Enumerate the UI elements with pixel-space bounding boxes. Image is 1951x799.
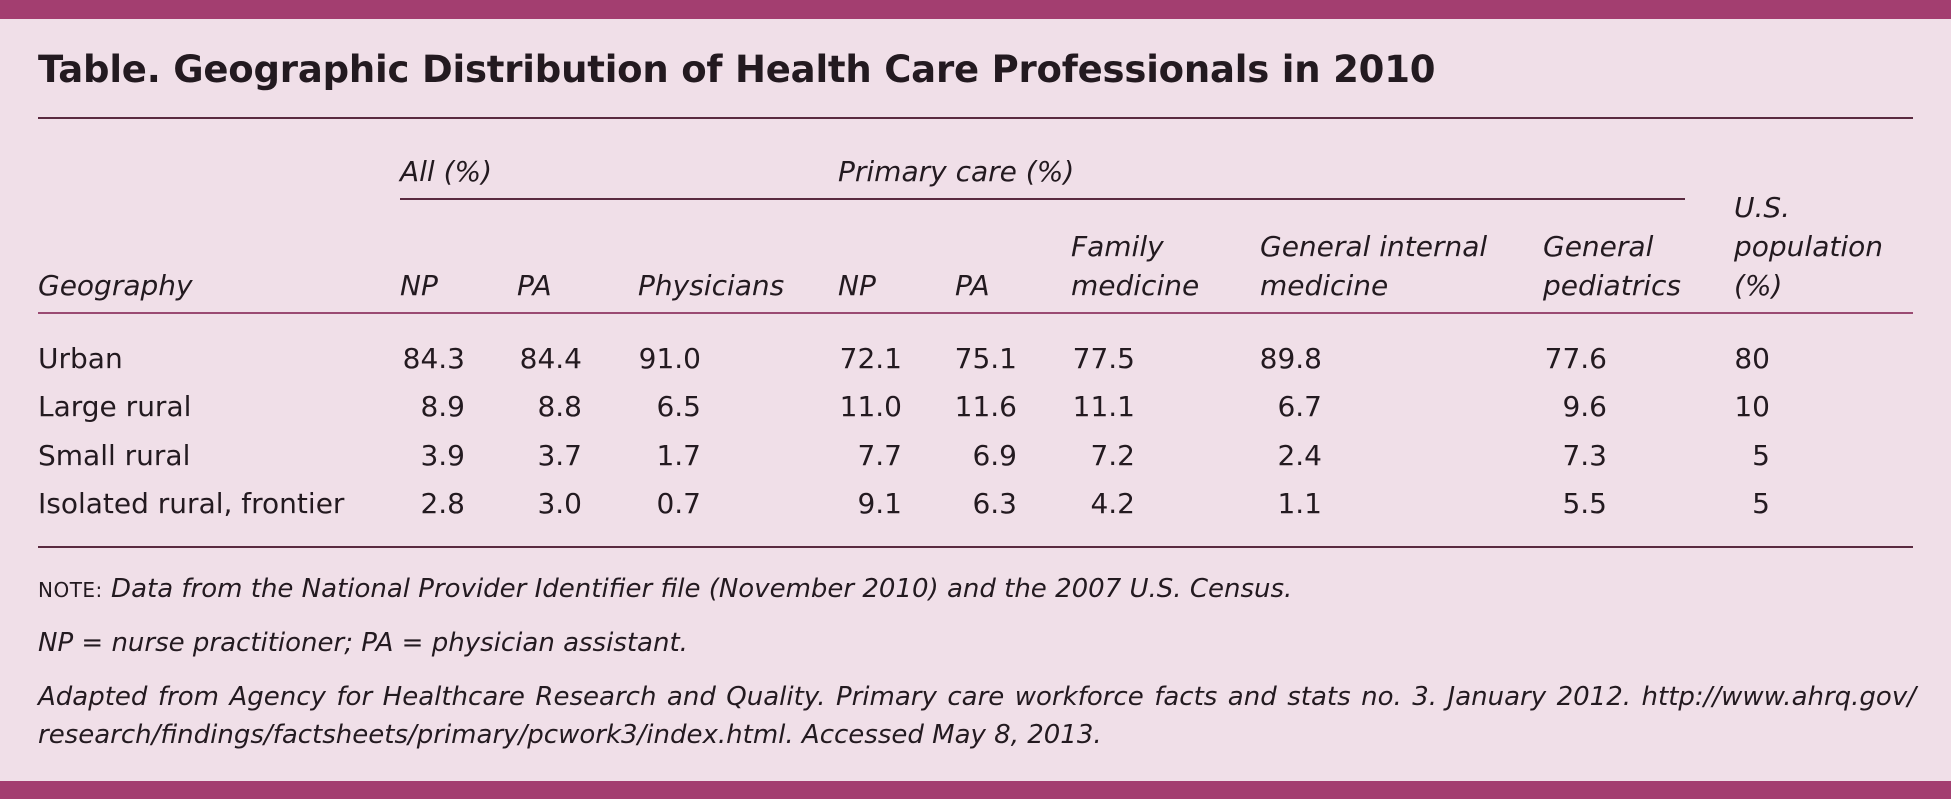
- footnote-note-text: Data from the National Provider Identifi…: [102, 574, 1293, 604]
- col-header-general-pediatrics-2: pediatrics: [1543, 269, 1681, 302]
- cell-general-internal-medicine: 6.7: [1277, 390, 1322, 423]
- col-header-general-internal-medicine-2: medicine: [1260, 269, 1389, 302]
- cell-physicians: 0.7: [656, 487, 701, 520]
- col-header-pa-primary: PA: [955, 269, 990, 302]
- cell-np-all: 84.3: [402, 342, 465, 375]
- title-divider: [38, 117, 1913, 119]
- cell-us-population: 5: [1752, 487, 1770, 520]
- col-header-general-internal-medicine-1: General internal: [1260, 230, 1488, 263]
- col-header-us-population-1: U.S.: [1734, 191, 1791, 224]
- group-header-all: All (%): [400, 155, 493, 188]
- header-divider: [38, 312, 1913, 314]
- cell-us-population: 80: [1734, 342, 1770, 375]
- top-accent-bar: [0, 0, 1951, 19]
- col-header-np-primary: NP: [838, 269, 876, 302]
- cell-np-primary: 72.1: [839, 342, 902, 375]
- cell-pa-primary: 6.9: [972, 439, 1017, 472]
- col-header-np-all: NP: [400, 269, 438, 302]
- cell-pa-all: 3.7: [537, 439, 582, 472]
- col-header-pa-all: PA: [517, 269, 552, 302]
- cell-family-medicine: 4.2: [1090, 487, 1135, 520]
- cell-physicians: 6.5: [656, 390, 701, 423]
- row-geography: Small rural: [38, 439, 191, 472]
- bottom-accent-bar: [0, 781, 1951, 799]
- cell-pa-all: 84.4: [519, 342, 582, 375]
- col-header-geography: Geography: [38, 269, 193, 302]
- cell-np-primary: 11.0: [839, 390, 902, 423]
- cell-general-pediatrics: 77.6: [1544, 342, 1607, 375]
- cell-pa-all: 8.8: [537, 390, 582, 423]
- cell-general-pediatrics: 9.6: [1562, 390, 1607, 423]
- group-header-underline: [400, 198, 1685, 200]
- cell-general-pediatrics: 7.3: [1562, 439, 1607, 472]
- cell-np-all: 8.9: [420, 390, 465, 423]
- cell-pa-primary: 11.6: [954, 390, 1017, 423]
- cell-general-internal-medicine: 2.4: [1277, 439, 1322, 472]
- col-header-us-population-3: (%): [1734, 269, 1783, 302]
- row-geography: Large rural: [38, 390, 192, 423]
- cell-us-population: 10: [1734, 390, 1770, 423]
- col-header-family-medicine-2: medicine: [1071, 269, 1200, 302]
- cell-np-all: 3.9: [420, 439, 465, 472]
- footnote-note: NOTE: Data from the National Provider Id…: [38, 570, 1292, 609]
- col-header-family-medicine-1: Family: [1071, 230, 1164, 263]
- col-header-physicians: Physicians: [638, 269, 785, 302]
- cell-pa-primary: 75.1: [954, 342, 1017, 375]
- col-header-general-pediatrics-1: General: [1543, 230, 1654, 263]
- cell-family-medicine: 11.1: [1072, 390, 1135, 423]
- cell-np-primary: 9.1: [857, 487, 902, 520]
- row-geography: Urban: [38, 342, 123, 375]
- cell-us-population: 5: [1752, 439, 1770, 472]
- footnote-source: Adapted from Agency for Healthcare Resea…: [38, 682, 1916, 750]
- cell-pa-all: 3.0: [537, 487, 582, 520]
- cell-physicians: 1.7: [656, 439, 701, 472]
- table-title: Table. Geographic Distribution of Health…: [38, 48, 1436, 91]
- cell-general-internal-medicine: 1.1: [1277, 487, 1322, 520]
- cell-np-primary: 7.7: [857, 439, 902, 472]
- cell-general-internal-medicine: 89.8: [1259, 342, 1322, 375]
- cell-pa-primary: 6.3: [972, 487, 1017, 520]
- col-header-us-population-2: population: [1734, 230, 1883, 263]
- cell-family-medicine: 77.5: [1072, 342, 1135, 375]
- cell-general-pediatrics: 5.5: [1562, 487, 1607, 520]
- footnote-abbreviations: NP = nurse practitioner; PA = physician …: [38, 628, 688, 658]
- cell-family-medicine: 7.2: [1090, 439, 1135, 472]
- table-bottom-divider: [38, 546, 1913, 548]
- group-header-primary-care: Primary care (%): [838, 155, 1075, 188]
- cell-np-all: 2.8: [420, 487, 465, 520]
- row-geography: Isolated rural, frontier: [38, 487, 345, 520]
- cell-physicians: 91.0: [638, 342, 701, 375]
- footnote-note-label: NOTE:: [38, 578, 103, 602]
